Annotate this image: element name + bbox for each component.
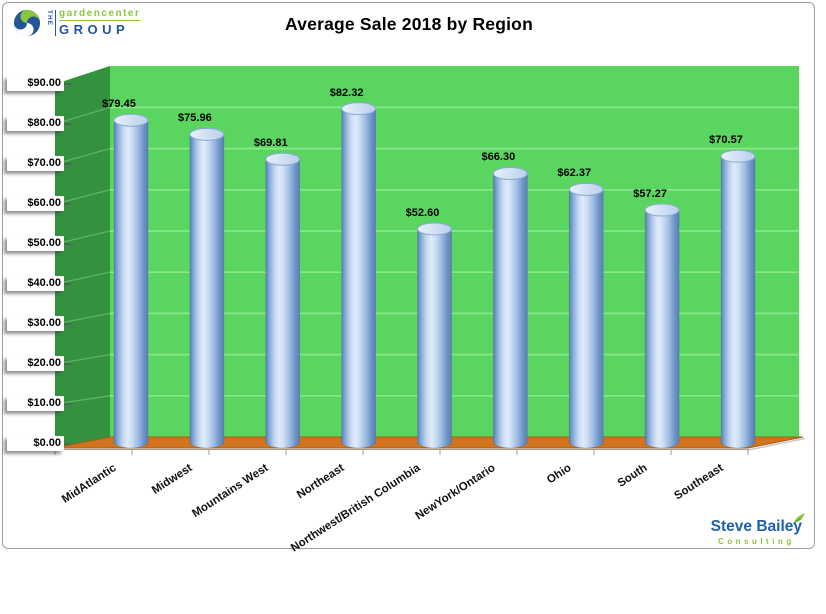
bar-top — [113, 113, 149, 127]
y-axis-label: $40.00 — [7, 276, 64, 291]
y-axis-label: $0.00 — [7, 436, 64, 451]
plot-area — [54, 66, 806, 455]
gardencenter-logo: THE gardencenter GROUP — [13, 8, 141, 37]
chart-back-wall — [110, 66, 799, 437]
chart-side-wall — [55, 66, 110, 448]
bar-body — [341, 108, 376, 449]
cylinder-bar — [265, 152, 301, 449]
bar-body — [644, 209, 680, 449]
data-label: $52.60 — [405, 206, 440, 219]
value-axis-ticks — [63, 83, 71, 445]
data-label: $66.30 — [481, 151, 516, 164]
bar-body — [189, 134, 225, 449]
cylinder-bar — [189, 127, 225, 449]
category-axis-ticks — [54, 449, 749, 455]
cylinder-bar — [492, 166, 528, 449]
gridline-side — [54, 106, 111, 125]
bar-top — [644, 203, 680, 217]
steve-bailey-logo: Steve Bailey Consulting — [711, 513, 805, 546]
leaf-icon — [792, 513, 805, 525]
gridline-side — [54, 395, 111, 405]
bar-top — [341, 102, 377, 116]
cylinder-bar — [644, 203, 680, 449]
gridline-side — [54, 353, 111, 365]
bar-body — [113, 119, 149, 449]
gridline-side — [54, 271, 111, 285]
data-label: $75.96 — [178, 112, 212, 125]
data-label: $57.27 — [633, 188, 667, 201]
gardencenter-logo-icon — [13, 9, 41, 36]
data-label: $69.81 — [253, 137, 288, 150]
y-axis-label: $60.00 — [7, 196, 64, 211]
y-axis-label: $20.00 — [7, 356, 64, 371]
back-wall-gridlines — [110, 106, 799, 397]
cylinder-bars — [113, 102, 756, 449]
gardencenter-logo-the: THE — [46, 9, 56, 36]
y-axis-label: $30.00 — [7, 316, 64, 331]
y-axis-label: $10.00 — [7, 396, 64, 411]
bar-body — [417, 228, 452, 449]
y-axis-label: $70.00 — [7, 156, 64, 171]
gardencenter-logo-name: gardencenter — [59, 8, 141, 21]
steve-bailey-logo-tagline: Consulting — [717, 537, 795, 546]
gridline-side — [54, 312, 111, 325]
y-axis-label: $80.00 — [7, 116, 64, 131]
y-axis-label: $50.00 — [7, 236, 64, 251]
gridline-side — [54, 147, 111, 165]
cylinder-bar — [417, 222, 452, 449]
cylinder-bar — [113, 113, 149, 449]
bar-body — [493, 173, 528, 449]
data-label: $70.57 — [709, 134, 743, 147]
bar-top — [568, 182, 604, 196]
bar-body — [265, 158, 301, 449]
cylinder-bar — [568, 182, 604, 449]
steve-bailey-logo-name: Steve Bailey — [711, 513, 805, 536]
y-axis-label: $90.00 — [7, 76, 64, 91]
bar-top — [720, 149, 756, 163]
bar-body — [720, 155, 756, 449]
chart-title: Average Sale 2018 by Region — [285, 14, 533, 34]
floor-edge-shadow — [747, 437, 806, 451]
gridline-side — [54, 189, 111, 205]
chart-frame — [2, 2, 815, 549]
data-label: $79.45 — [102, 98, 136, 111]
gardencenter-logo-group: GROUP — [59, 22, 130, 37]
bar-top — [417, 222, 452, 236]
cylinder-bar — [341, 102, 377, 449]
cylinder-bar — [720, 149, 756, 449]
bar-top — [189, 127, 225, 141]
bar-top — [492, 166, 528, 180]
data-label: $62.37 — [557, 167, 592, 180]
bar-top — [265, 152, 301, 166]
side-wall-gridlines — [54, 106, 111, 405]
data-label: $82.32 — [329, 86, 364, 99]
bar-body — [568, 189, 604, 449]
gridline-side — [54, 230, 111, 245]
